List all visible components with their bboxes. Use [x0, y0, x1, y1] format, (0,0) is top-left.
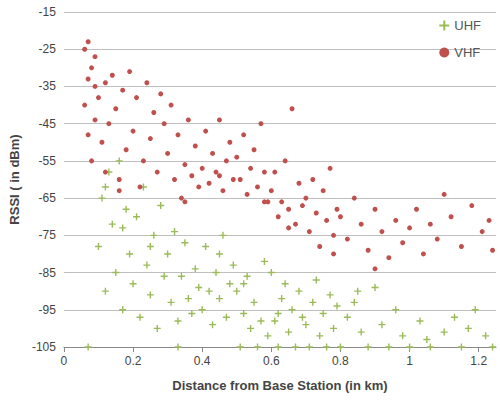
- svg-text:0.4: 0.4: [194, 354, 211, 368]
- svg-text:UHF: UHF: [454, 18, 481, 33]
- svg-text:-15: -15: [39, 5, 57, 19]
- svg-text:-75: -75: [39, 228, 57, 242]
- svg-text:1: 1: [406, 354, 413, 368]
- svg-text:-65: -65: [39, 191, 57, 205]
- svg-text:0.8: 0.8: [332, 354, 349, 368]
- svg-text:-45: -45: [39, 117, 57, 131]
- svg-text:-55: -55: [39, 154, 57, 168]
- svg-text:0.6: 0.6: [263, 354, 280, 368]
- svg-text:Distance from Base Station (in: Distance from Base Station (in km): [172, 378, 387, 393]
- svg-text:-95: -95: [39, 303, 57, 317]
- svg-text:-35: -35: [39, 79, 57, 93]
- svg-text:VHF: VHF: [454, 45, 480, 60]
- svg-text:0: 0: [61, 354, 68, 368]
- svg-text:-25: -25: [39, 42, 57, 56]
- svg-text:RSSI ( in dBm): RSSI ( in dBm): [7, 134, 22, 224]
- svg-text:-85: -85: [39, 266, 57, 280]
- svg-text:1.2: 1.2: [470, 354, 487, 368]
- svg-text:-105: -105: [32, 340, 56, 354]
- svg-text:0.2: 0.2: [125, 354, 142, 368]
